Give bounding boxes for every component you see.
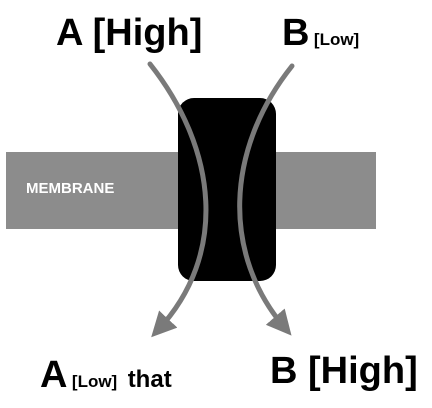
top-right-label: B [Low] bbox=[282, 14, 359, 52]
bottom-left-level: [Low] bbox=[71, 372, 118, 391]
membrane-left-segment bbox=[6, 152, 184, 229]
bottom-left-letter: A bbox=[40, 354, 68, 396]
membrane-right-segment bbox=[268, 152, 376, 229]
bottom-right-letter: B bbox=[270, 350, 298, 392]
bottom-left-label: A [Low] that bbox=[40, 356, 172, 394]
top-right-letter: B bbox=[282, 12, 310, 54]
top-left-label: A [High] bbox=[56, 14, 202, 52]
arrow-a-high-to-low bbox=[147, 61, 209, 338]
bottom-right-level: [High] bbox=[308, 350, 418, 392]
top-right-level: [Low] bbox=[313, 30, 360, 49]
bottom-left-extra: that bbox=[127, 366, 172, 393]
bottom-right-label: B [High] bbox=[270, 352, 418, 390]
membrane-label: MEMBRANE bbox=[26, 180, 115, 197]
top-left-level: [High] bbox=[92, 12, 203, 54]
arrow-b-low-to-high bbox=[237, 63, 295, 336]
top-left-letter: A bbox=[56, 12, 83, 54]
transporter-protein bbox=[178, 98, 276, 281]
